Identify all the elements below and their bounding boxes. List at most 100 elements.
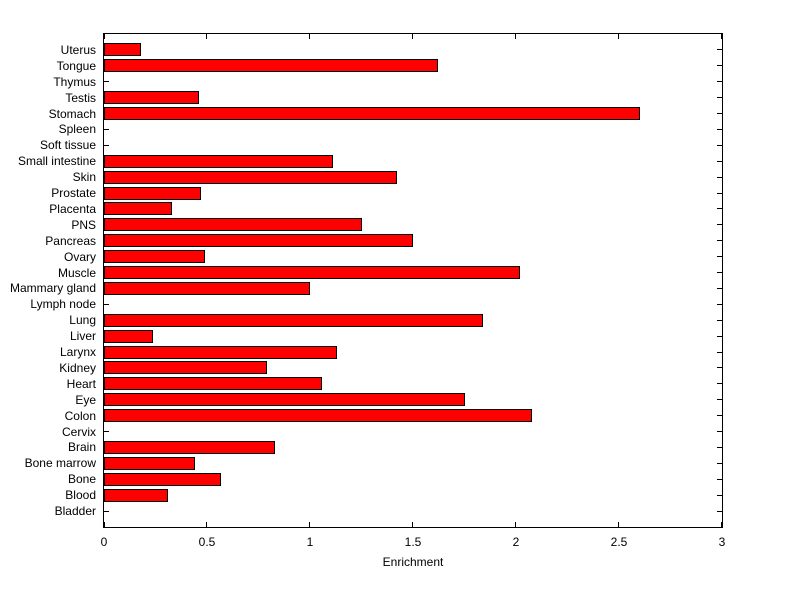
y-tick-mark [717, 240, 722, 242]
bar-stomach [104, 107, 640, 120]
x-tick-mark [104, 34, 105, 39]
x-tick-mark [206, 34, 207, 39]
bar-liver [104, 330, 153, 343]
y-tick-label-pns: PNS [71, 217, 96, 232]
y-tick-mark [717, 319, 722, 321]
y-tick-label-bone: Bone [67, 472, 96, 487]
y-tick-label-lung: Lung [69, 313, 96, 328]
y-tick-label-brain: Brain [67, 440, 96, 455]
y-tick-mark [717, 144, 722, 146]
bar-muscle [104, 266, 520, 279]
x-tick-mark [721, 522, 722, 527]
y-tick-mark [104, 128, 109, 130]
y-tick-label-uterus: Uterus [60, 42, 96, 57]
bar-bone-marrow [104, 457, 195, 470]
y-tick-label-stomach: Stomach [48, 106, 96, 121]
bar-pancreas [104, 234, 413, 247]
x-tick-mark [618, 34, 619, 39]
bar-blood [104, 489, 168, 502]
x-tick-label: 0 [100, 535, 108, 549]
y-tick-mark [717, 494, 722, 496]
x-tick-mark [515, 34, 516, 39]
plot-area [103, 33, 723, 528]
y-tick-label-bone-marrow: Bone marrow [24, 456, 96, 471]
y-tick-label-blood: Blood [65, 488, 96, 503]
y-tick-mark [104, 81, 109, 83]
y-tick-mark [717, 383, 722, 385]
y-tick-mark [717, 303, 722, 305]
y-tick-mark [717, 256, 722, 258]
y-tick-mark [717, 446, 722, 448]
y-tick-mark [717, 399, 722, 401]
x-tick-label: 1 [306, 535, 314, 549]
y-tick-label-liver: Liver [69, 329, 96, 344]
x-tick-mark [309, 522, 310, 527]
y-tick-mark [717, 335, 722, 337]
x-tick-label: 0.5 [198, 535, 216, 549]
y-tick-label-bladder: Bladder [54, 504, 96, 519]
y-tick-label-pancreas: Pancreas [45, 233, 96, 248]
y-tick-mark [104, 144, 109, 146]
y-tick-label-eye: Eye [75, 392, 96, 407]
bar-lung [104, 314, 483, 327]
y-tick-label-spleen: Spleen [58, 122, 96, 137]
x-tick-mark [721, 34, 722, 39]
y-tick-label-tongue: Tongue [56, 58, 96, 73]
y-tick-mark [717, 176, 722, 178]
y-tick-mark [717, 431, 722, 433]
y-tick-label-small-intestine: Small intestine [17, 154, 96, 169]
y-tick-label-prostate: Prostate [51, 186, 96, 201]
bar-mammary-gland [104, 282, 310, 295]
bar-prostate [104, 187, 201, 200]
x-tick-mark [206, 522, 207, 527]
y-tick-mark [717, 367, 722, 369]
x-tick-mark [412, 522, 413, 527]
y-tick-label-mammary-gland: Mammary gland [9, 281, 96, 296]
y-tick-mark [717, 510, 722, 512]
x-tick-label: 2 [512, 535, 520, 549]
y-tick-mark [717, 97, 722, 99]
x-tick-label: 3 [718, 535, 726, 549]
bar-kidney [104, 361, 267, 374]
bar-bone [104, 473, 221, 486]
bar-eye [104, 393, 465, 406]
bar-larynx [104, 346, 337, 359]
y-tick-mark [717, 113, 722, 115]
y-tick-mark [717, 81, 722, 83]
y-tick-mark [717, 415, 722, 417]
x-tick-mark [515, 522, 516, 527]
y-tick-mark [717, 287, 722, 289]
x-axis-label: Enrichment [382, 555, 444, 569]
y-tick-label-cervix: Cervix [61, 424, 96, 439]
y-tick-mark [717, 272, 722, 274]
bar-small-intestine [104, 155, 333, 168]
y-tick-mark [717, 462, 722, 464]
y-tick-label-muscle: Muscle [57, 265, 96, 280]
y-tick-mark [717, 192, 722, 194]
x-tick-mark [104, 522, 105, 527]
y-tick-mark [717, 208, 722, 210]
bar-tongue [104, 59, 438, 72]
y-tick-label-colon: Colon [64, 408, 96, 423]
bar-heart [104, 377, 322, 390]
bar-colon [104, 409, 532, 422]
y-tick-label-soft-tissue: Soft tissue [39, 138, 96, 153]
y-tick-label-testis: Testis [65, 90, 96, 105]
bar-placenta [104, 202, 172, 215]
y-tick-mark [717, 128, 722, 130]
y-tick-label-placenta: Placenta [49, 201, 96, 216]
x-tick-mark [412, 34, 413, 39]
y-tick-label-lymph-node: Lymph node [30, 297, 96, 312]
y-tick-label-larynx: Larynx [59, 345, 96, 360]
bar-pns [104, 218, 362, 231]
x-tick-mark [618, 522, 619, 527]
bar-ovary [104, 250, 205, 263]
y-tick-label-skin: Skin [72, 170, 96, 185]
y-tick-label-ovary: Ovary [63, 249, 96, 264]
y-tick-mark [717, 49, 722, 51]
bar-testis [104, 91, 199, 104]
y-tick-label-kidney: Kidney [59, 360, 96, 375]
y-tick-mark [717, 65, 722, 67]
y-tick-mark [717, 478, 722, 480]
